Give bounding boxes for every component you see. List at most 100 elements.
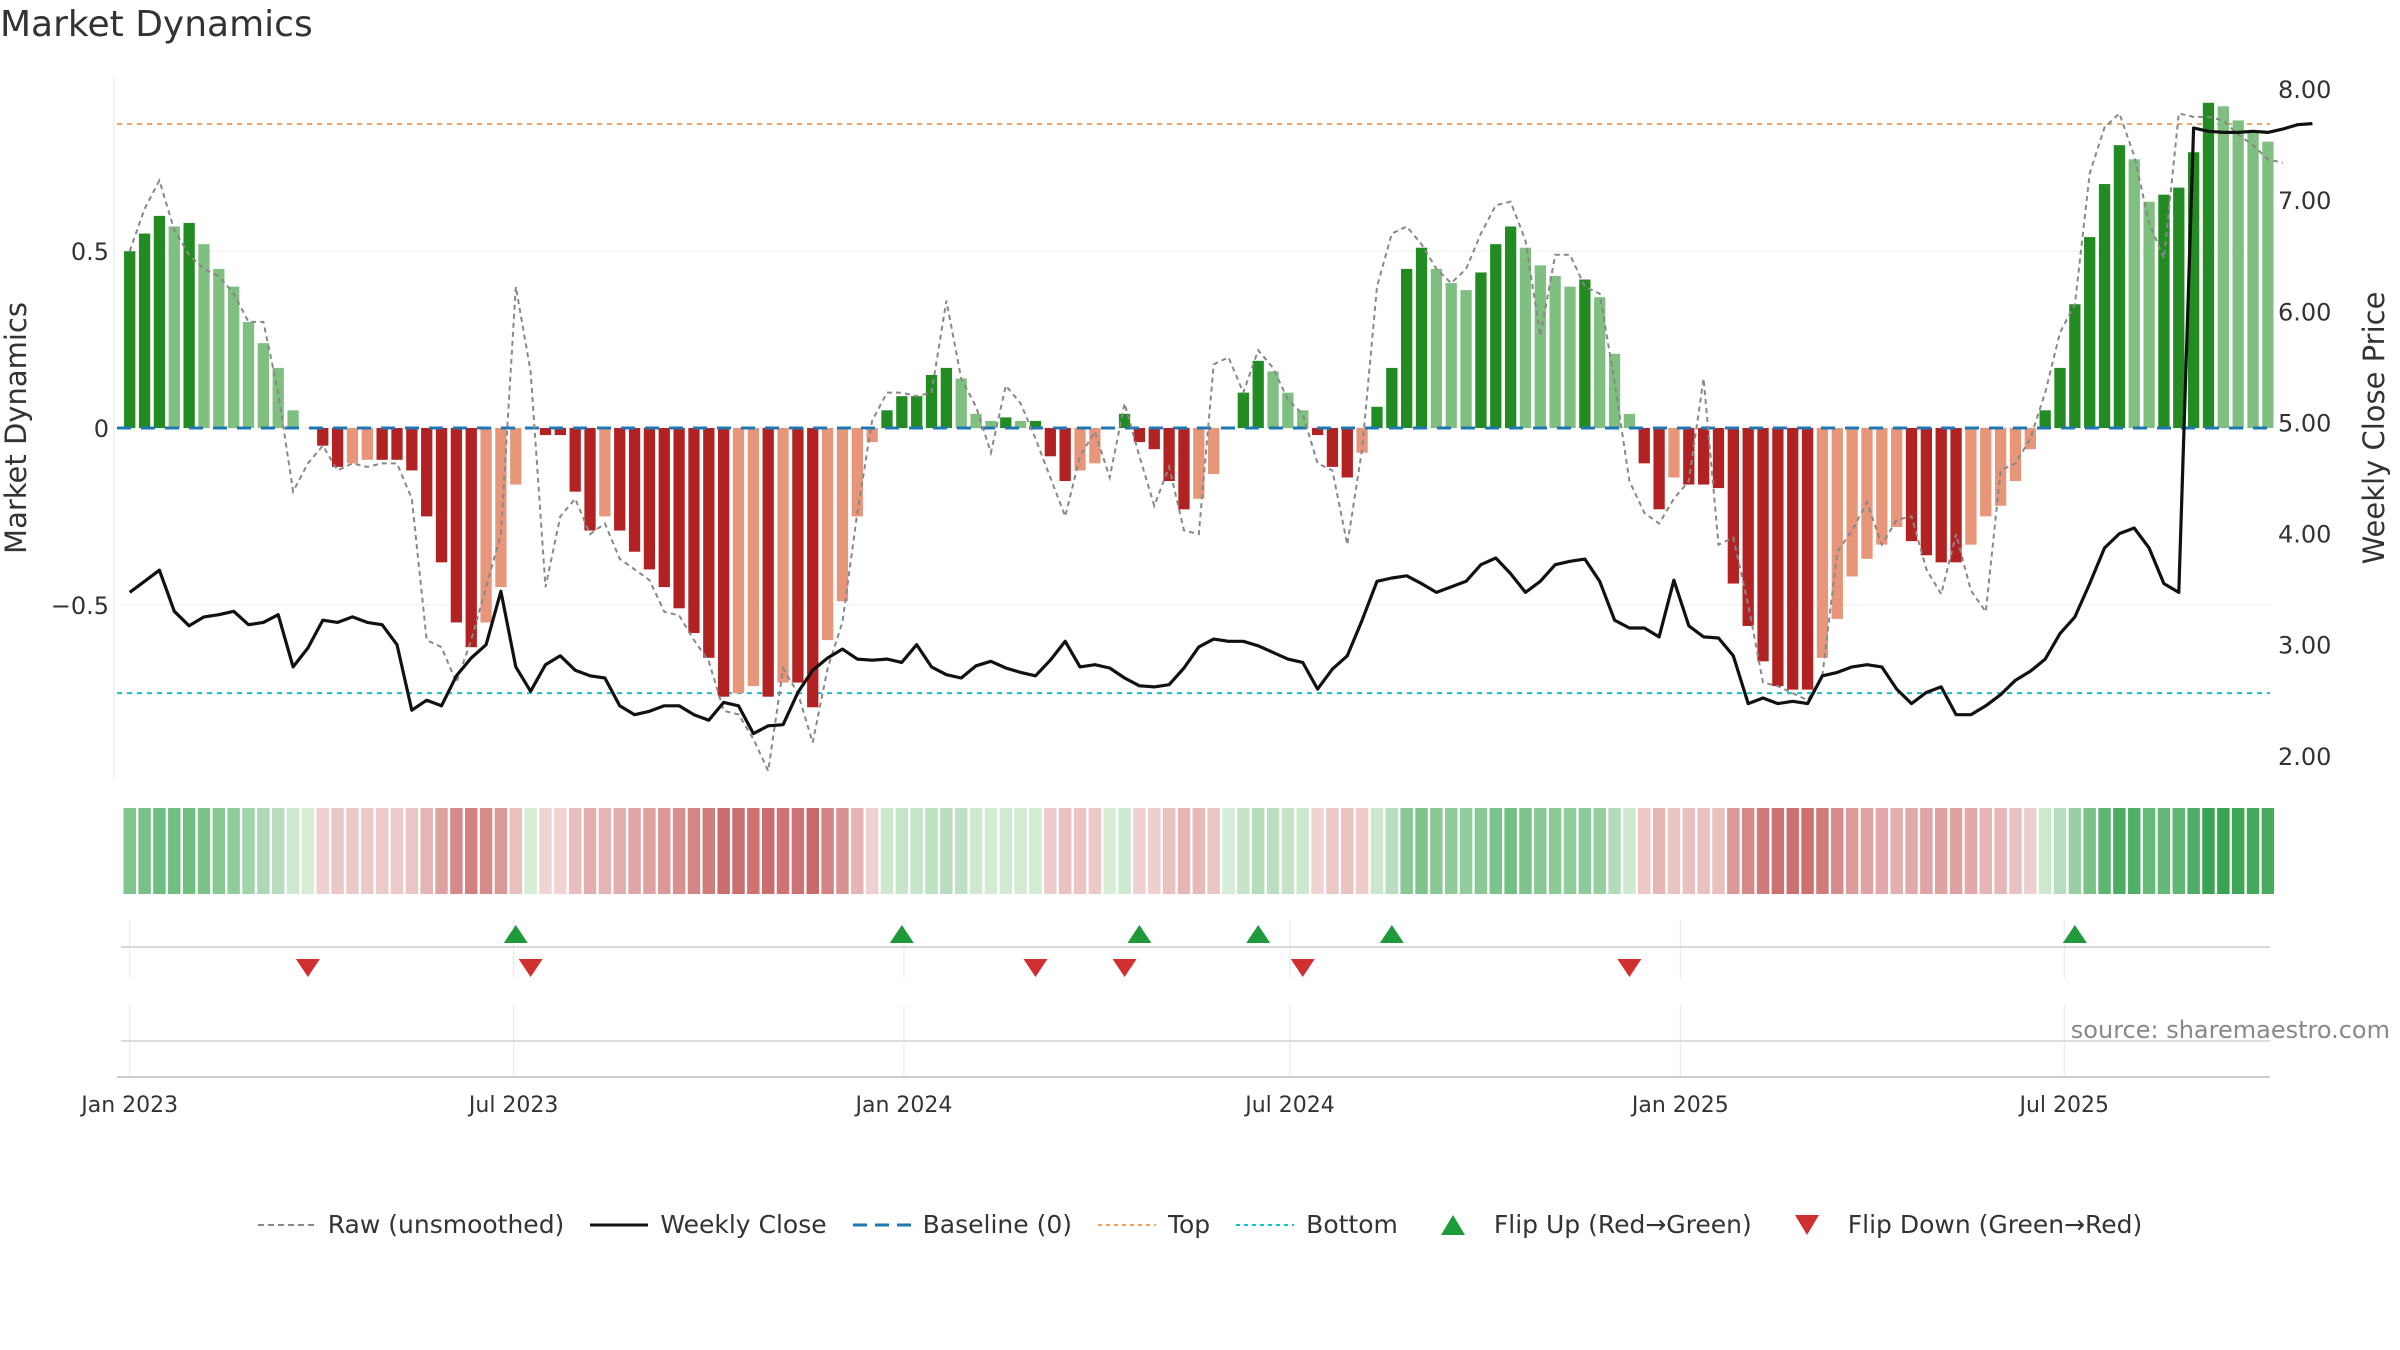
heat-cell bbox=[1578, 808, 1592, 894]
dashed-gray-line-icon bbox=[257, 1223, 316, 1226]
heat-cell bbox=[1979, 808, 1992, 894]
heat-cell bbox=[969, 808, 983, 894]
heat-cell bbox=[2053, 808, 2067, 894]
heat-cell bbox=[598, 808, 612, 894]
dynamics-bar bbox=[821, 428, 834, 641]
legend-item-flip-up: Flip Up (Red→Green) bbox=[1424, 1210, 1752, 1239]
legend: Raw (unsmoothed) Weekly Close Baseline (… bbox=[0, 1210, 2400, 1239]
dynamics-bar bbox=[628, 428, 641, 552]
heat-cell bbox=[138, 808, 151, 894]
heat-cell bbox=[435, 808, 448, 894]
heat-cell bbox=[1994, 808, 2007, 894]
flip-up-marker bbox=[1246, 925, 1271, 943]
dynamics-bar bbox=[272, 367, 284, 428]
dynamics-bar bbox=[1579, 279, 1591, 428]
dynamics-bar bbox=[2024, 428, 2036, 450]
dynamics-bar bbox=[1905, 428, 1918, 542]
heat-cell bbox=[658, 808, 671, 894]
dynamics-bar bbox=[1074, 428, 1086, 471]
dynamics-bar bbox=[1267, 371, 1279, 428]
heat-cell bbox=[2113, 808, 2126, 894]
legend-label-baseline: Baseline (0) bbox=[922, 1210, 1072, 1239]
heat-cell bbox=[2142, 808, 2156, 894]
heat-cell bbox=[836, 808, 849, 894]
dynamics-bar bbox=[554, 428, 566, 436]
dynamics-bar bbox=[1341, 428, 1353, 478]
heat-cell bbox=[2157, 808, 2171, 894]
heat-cell bbox=[2172, 808, 2186, 894]
heat-cell bbox=[316, 808, 329, 894]
dynamics-bar bbox=[718, 428, 730, 697]
dynamics-bar bbox=[198, 244, 210, 428]
dynamics-bar bbox=[168, 226, 180, 428]
x-tick-label: Jan 2025 bbox=[1630, 1093, 1729, 1118]
flip-up-marker bbox=[889, 925, 914, 943]
dynamics-bar bbox=[1594, 297, 1606, 428]
heat-cell bbox=[1281, 808, 1295, 894]
dynamics-bar bbox=[2143, 201, 2155, 428]
solid-black-line-icon bbox=[590, 1223, 649, 1226]
legend-item-flip-down: Flip Down (Green→Red) bbox=[1778, 1210, 2142, 1239]
dynamics-bar bbox=[807, 428, 819, 708]
dynamics-bar bbox=[599, 428, 611, 517]
dynamics-bar bbox=[1623, 413, 1636, 428]
dynamics-bar bbox=[777, 428, 789, 683]
dynamics-bar bbox=[1564, 286, 1576, 428]
heat-cell bbox=[1875, 808, 1889, 894]
y-tick-right: 8.00 bbox=[2278, 76, 2331, 104]
x-tick-label: Jul 2023 bbox=[467, 1093, 559, 1118]
flip-down-marker bbox=[295, 959, 320, 977]
heat-cell bbox=[286, 808, 300, 894]
dynamics-bar bbox=[242, 321, 255, 428]
heat-cell bbox=[1489, 808, 1502, 894]
dynamics-bar bbox=[688, 428, 700, 634]
dynamics-bar bbox=[2084, 237, 2096, 428]
heat-cell bbox=[242, 808, 255, 894]
dynamics-bar bbox=[1801, 428, 1814, 690]
legend-item-baseline: Baseline (0) bbox=[852, 1210, 1072, 1239]
dynamics-bar bbox=[762, 428, 774, 697]
heat-cell bbox=[628, 808, 641, 894]
heat-cell bbox=[2128, 808, 2141, 894]
heat-cell bbox=[1103, 808, 1116, 894]
y-tick-left: −0.5 bbox=[51, 592, 109, 620]
heat-cell bbox=[999, 808, 1012, 894]
dynamics-bar bbox=[435, 428, 448, 563]
dynamics-bar bbox=[1475, 272, 1487, 428]
dashed-blue-line-icon bbox=[852, 1223, 911, 1226]
dynamics-bar bbox=[2173, 187, 2185, 428]
dynamics-bar bbox=[881, 410, 893, 428]
heat-cell bbox=[1400, 808, 1413, 894]
dynamics-bar bbox=[896, 396, 908, 428]
heat-cell bbox=[2068, 808, 2082, 894]
dynamics-bar bbox=[1252, 360, 1264, 428]
flip-down-marker bbox=[1290, 959, 1315, 977]
heat-cell bbox=[257, 808, 270, 894]
heat-cell bbox=[1905, 808, 1918, 894]
dynamics-bar bbox=[1014, 420, 1027, 428]
heat-cell bbox=[346, 808, 359, 894]
dynamics-bar bbox=[836, 428, 849, 602]
dynamics-bar bbox=[1891, 428, 1903, 527]
dynamics-bar bbox=[2039, 410, 2051, 428]
flip-down-marker bbox=[1112, 959, 1137, 977]
heat-cell bbox=[865, 808, 879, 894]
heat-cell bbox=[1548, 808, 1562, 894]
heat-cell bbox=[717, 808, 730, 894]
dynamics-bar bbox=[2247, 131, 2259, 428]
dynamics-bar bbox=[747, 428, 759, 687]
dynamics-bar bbox=[1237, 392, 1249, 428]
heat-cell bbox=[1207, 808, 1220, 894]
dynamics-bar bbox=[361, 428, 373, 460]
heat-cell bbox=[2098, 808, 2111, 894]
dynamics-bar bbox=[940, 367, 953, 428]
heat-cell bbox=[1845, 808, 1859, 894]
heat-cell bbox=[1014, 808, 1027, 894]
heat-cell bbox=[479, 808, 493, 894]
y-axis-label-right: Weekly Close Price bbox=[2357, 292, 2391, 565]
heat-cell bbox=[940, 808, 953, 894]
heat-cell bbox=[539, 808, 552, 894]
dynamics-bar bbox=[1861, 428, 1873, 559]
y-tick-right: 5.00 bbox=[2278, 409, 2331, 437]
